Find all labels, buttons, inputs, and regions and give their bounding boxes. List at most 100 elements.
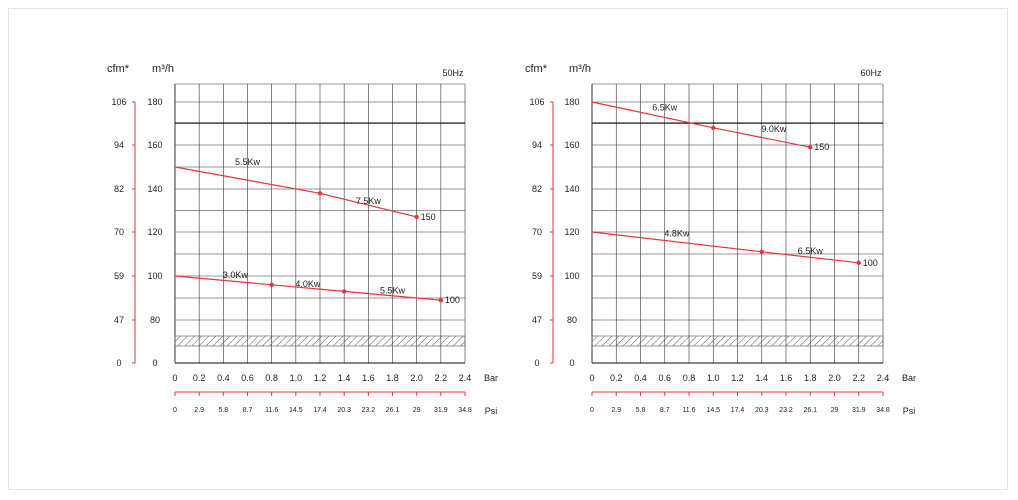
y-tick-label: 180: [147, 97, 162, 107]
y-tick-label: 180: [564, 97, 579, 107]
y-tick-label: 80: [150, 315, 160, 325]
series-end-label: 100: [863, 258, 878, 268]
y-tick-label: 0: [152, 358, 157, 368]
x-tick-label: 1.6: [362, 373, 375, 383]
psi-tick-label: 23.2: [779, 407, 793, 414]
psi-tick-label: 8.7: [243, 407, 253, 414]
series-point: [414, 214, 419, 220]
cfm-tick-label: 59: [532, 271, 542, 281]
x-tick-label: 2.4: [459, 373, 472, 383]
power-annotation: 9.0Kw: [761, 124, 787, 134]
psi-tick-label: 23.2: [362, 407, 376, 414]
x-tick-label: 0: [172, 373, 177, 383]
series-point: [808, 145, 813, 150]
power-annotation: 7.5Kw: [356, 196, 382, 206]
hatched-band: [174, 335, 466, 347]
cfm-tick-label: 70: [532, 227, 542, 237]
x-tick-label: 1.4: [755, 373, 768, 383]
x-tick-label: 2.0: [410, 373, 423, 383]
x-tick-label: 2.4: [877, 373, 890, 383]
m3h-unit-label: m³/h: [152, 63, 174, 75]
m3h-unit-label: m³/h: [569, 63, 591, 75]
bar-unit-label: Bar: [902, 373, 916, 383]
power-annotation: 5.5Kw: [235, 157, 261, 167]
frequency-label: 60Hz: [860, 68, 882, 78]
psi-tick-label: 31.9: [434, 407, 448, 414]
psi-unit-label: Psi: [485, 406, 498, 416]
bar-unit-label: Bar: [484, 373, 498, 383]
psi-tick-label: 26.1: [803, 407, 817, 414]
series-point: [341, 289, 347, 294]
y-tick-label: 160: [147, 140, 162, 150]
x-tick-label: 0.4: [217, 373, 230, 383]
power-annotation: 4.8Kw: [664, 228, 690, 238]
x-tick-label: 0.8: [265, 373, 278, 383]
psi-tick-label: 29: [831, 407, 839, 414]
x-tick-label: 1.4: [338, 373, 351, 383]
y-tick-label: 160: [564, 140, 579, 150]
figure-frame: [8, 8, 1008, 490]
cfm-tick-label: 106: [111, 97, 126, 107]
psi-tick-label: 5.8: [636, 407, 646, 414]
psi-tick-label: 26.1: [386, 407, 400, 414]
x-tick-label: 2.0: [828, 373, 841, 383]
series-point: [759, 249, 764, 254]
x-tick-label: 1.2: [314, 373, 327, 383]
psi-tick-label: 20.3: [755, 407, 769, 414]
x-tick-label: 2.2: [435, 373, 448, 383]
y-tick-label: 80: [567, 315, 577, 325]
x-tick-label: 1.0: [707, 373, 720, 383]
psi-tick-label: 17.4: [313, 407, 327, 414]
psi-tick-label: 14.5: [289, 407, 303, 414]
y-tick-label: 120: [147, 227, 162, 237]
psi-tick-label: 20.3: [337, 407, 351, 414]
series-point: [438, 298, 444, 303]
y-tick-label: 100: [564, 271, 579, 281]
series-end-label: 150: [421, 212, 436, 222]
series-line: [174, 275, 441, 301]
psi-unit-label: Psi: [903, 406, 916, 416]
x-tick-label: 1.2: [731, 373, 744, 383]
psi-tick-label: 2.9: [611, 407, 621, 414]
x-tick-label: 1.0: [290, 373, 303, 383]
psi-tick-label: 29: [413, 407, 421, 414]
series-point: [317, 191, 323, 196]
psi-tick-label: 0: [590, 407, 594, 414]
cfm-tick-label: 0: [534, 358, 539, 368]
y-tick-label: 140: [564, 184, 579, 194]
x-tick-label: 0.4: [634, 373, 647, 383]
psi-tick-label: 34.8: [458, 407, 472, 414]
series-point: [856, 260, 861, 265]
x-tick-label: 0.8: [683, 373, 696, 383]
chart-50hz: 0 80 100 120 140 160 180 0 47 59 70 82 94 106 cfm* m³/h…: [107, 63, 498, 416]
series-point: [711, 125, 716, 130]
power-annotation: 3.0Kw: [223, 270, 249, 280]
psi-tick-label: 11.6: [682, 407, 695, 414]
cfm-tick-label: 0: [116, 358, 121, 368]
cfm-tick-label: 82: [532, 184, 542, 194]
psi-tick-label: 8.7: [660, 407, 670, 414]
chart-60hz: 0 80 100 120 140 160 180 0 47 59 70 82 94 106 cfm* m³/h…: [525, 63, 916, 416]
power-annotation: 5.5Kw: [380, 286, 406, 296]
series-end-label: 150: [814, 142, 829, 152]
power-annotation: 4.0Kw: [295, 279, 321, 289]
x-tick-label: 1.8: [386, 373, 399, 383]
psi-tick-label: 0: [173, 407, 177, 414]
cfm-tick-label: 70: [114, 227, 124, 237]
frequency-label: 50Hz: [442, 68, 464, 78]
y-tick-label: 100: [147, 271, 162, 281]
y-tick-label: 120: [564, 227, 579, 237]
x-tick-label: 0.6: [658, 373, 671, 383]
x-tick-label: 0: [589, 373, 594, 383]
x-tick-label: 0.2: [193, 373, 206, 383]
psi-tick-label: 34.8: [876, 407, 890, 414]
cfm-unit-label: cfm*: [107, 63, 130, 75]
cfm-tick-label: 94: [114, 140, 124, 150]
x-tick-label: 1.8: [804, 373, 817, 383]
psi-tick-label: 17.4: [731, 407, 745, 414]
power-annotation: 6.5Kw: [798, 246, 824, 256]
series-point: [269, 282, 274, 287]
hatched-band: [591, 335, 884, 347]
cfm-tick-label: 47: [114, 315, 124, 325]
